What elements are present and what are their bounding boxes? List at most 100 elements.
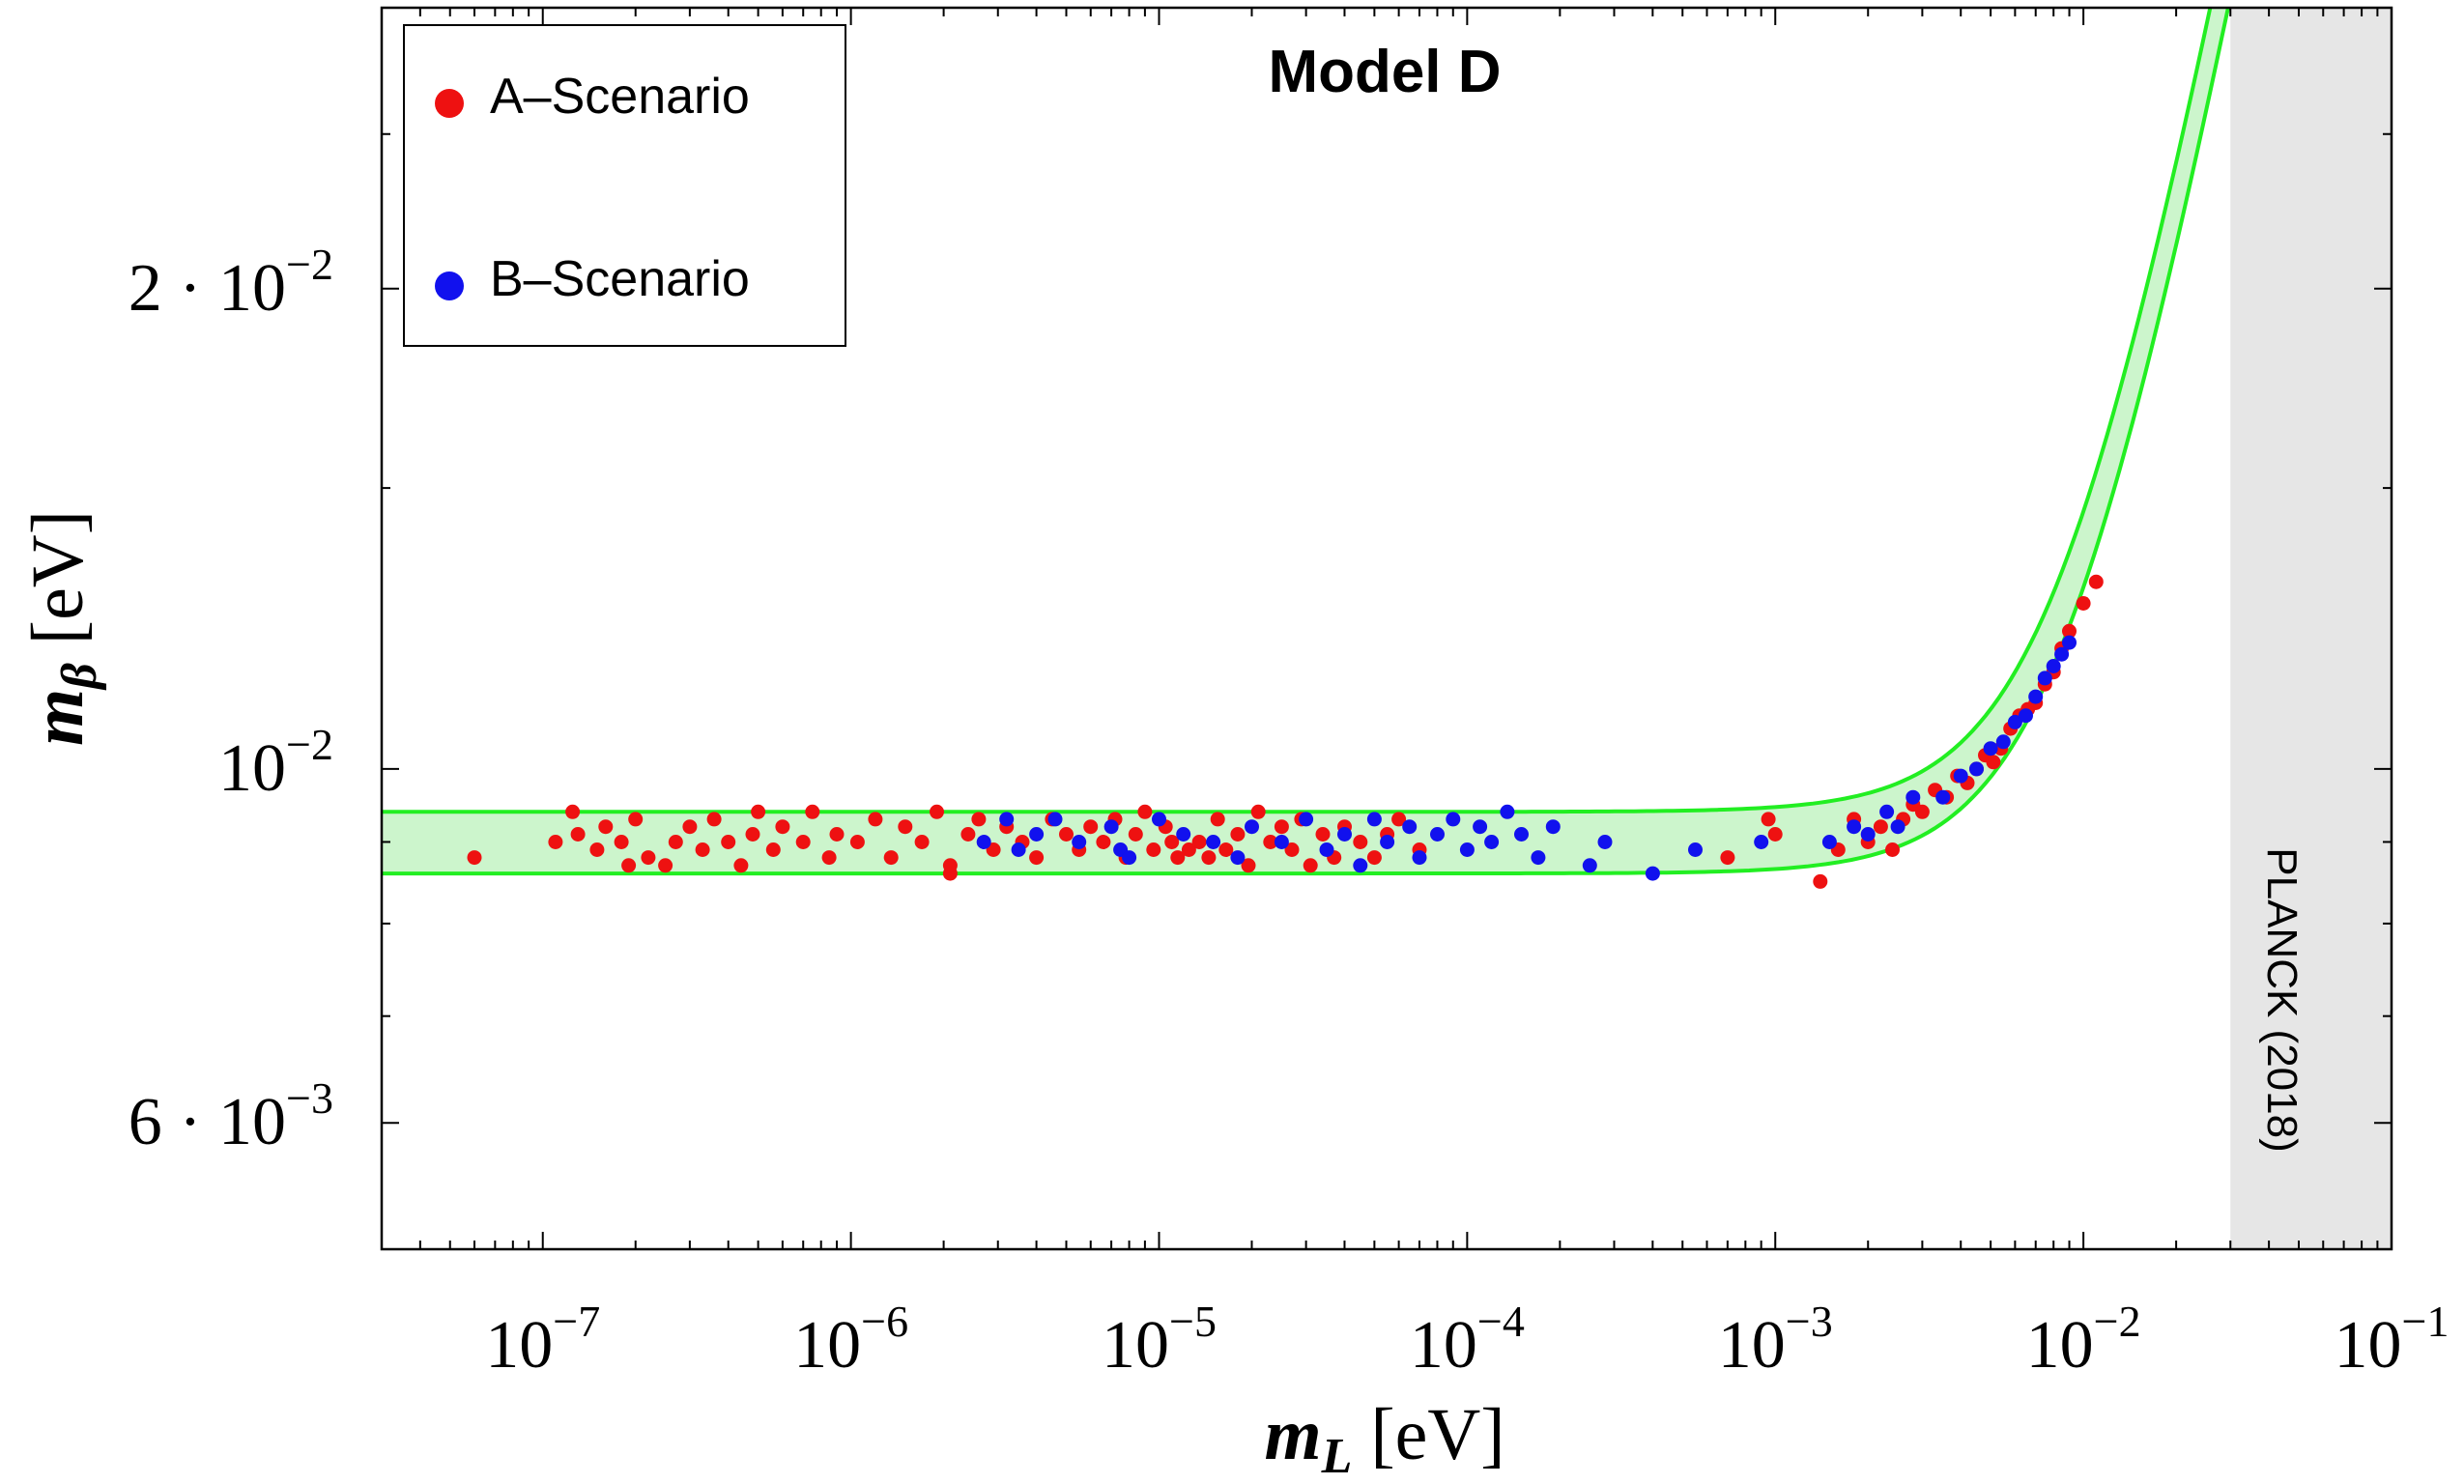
point-a-20 [775, 819, 790, 835]
point-b-17 [1337, 827, 1352, 842]
x-tick-label: 10−1 [2335, 1297, 2450, 1383]
point-a-8 [628, 812, 644, 827]
point-a-13 [695, 842, 710, 857]
point-a-91 [1986, 755, 2001, 770]
point-a-19 [765, 842, 781, 857]
point-a-9 [641, 850, 656, 866]
x-tick-label: 10−3 [1718, 1297, 1833, 1383]
point-a-101 [2076, 596, 2091, 611]
point-a-71 [1391, 812, 1407, 827]
point-a-75 [1767, 827, 1783, 842]
point-a-69 [1366, 850, 1382, 866]
point-b-46 [1983, 741, 1998, 756]
legend: A–Scenario B–Scenario [403, 24, 846, 347]
point-a-26 [868, 812, 883, 827]
x-axis-unit: [eV] [1370, 1394, 1504, 1475]
point-a-2 [565, 804, 581, 819]
point-b-49 [2019, 708, 2033, 724]
point-a-28 [898, 819, 913, 835]
excluded-region-label: PLANCK (2018) [2258, 847, 2306, 1152]
point-a-32 [942, 858, 958, 873]
x-tick-label: 10−6 [793, 1297, 908, 1383]
point-b-8 [1122, 850, 1137, 866]
point-b-10 [1176, 827, 1191, 842]
point-a-22 [805, 804, 820, 819]
point-a-0 [467, 850, 482, 866]
data-points [467, 574, 2104, 889]
point-b-6 [1103, 819, 1119, 835]
point-b-1 [999, 812, 1015, 827]
point-a-12 [682, 819, 698, 835]
point-b-38 [1847, 819, 1862, 835]
point-a-25 [849, 835, 865, 849]
x-axis-subscript: L [1321, 1429, 1353, 1484]
legend-marker-a [435, 89, 464, 118]
point-a-17 [745, 827, 760, 842]
point-a-55 [1210, 812, 1225, 827]
point-a-43 [1096, 835, 1111, 849]
x-tick-label: 10−4 [1410, 1297, 1525, 1383]
point-a-102 [2088, 574, 2104, 589]
point-b-36 [1754, 835, 1769, 849]
point-a-60 [1263, 835, 1278, 849]
axis-ticks [381, 7, 2392, 1250]
point-b-3 [1029, 827, 1045, 842]
point-b-34 [1645, 866, 1660, 881]
point-a-18 [751, 804, 766, 819]
x-tick-label: 10−5 [1102, 1297, 1217, 1383]
point-a-80 [1873, 819, 1888, 835]
excluded-region [2230, 8, 2392, 1249]
point-b-14 [1274, 835, 1289, 849]
y-axis-unit: [eV] [17, 510, 99, 644]
point-a-4 [589, 842, 605, 857]
point-b-12 [1230, 850, 1246, 866]
point-a-100 [2062, 623, 2077, 639]
point-a-76 [1813, 873, 1828, 889]
x-tick-label: 10−7 [485, 1297, 600, 1383]
point-b-20 [1380, 835, 1395, 849]
point-a-61 [1274, 819, 1289, 835]
point-b-50 [2028, 689, 2044, 704]
point-a-47 [1137, 804, 1153, 819]
point-a-51 [1170, 850, 1186, 866]
y-axis-symbol: m [17, 689, 99, 746]
point-a-33 [960, 827, 976, 842]
point-a-10 [658, 858, 673, 873]
plot-area [382, 8, 2392, 1249]
point-b-24 [1446, 812, 1461, 827]
point-a-34 [971, 812, 987, 827]
point-b-5 [1072, 835, 1087, 849]
point-a-59 [1250, 804, 1266, 819]
point-b-16 [1319, 842, 1334, 857]
point-b-23 [1430, 827, 1445, 842]
point-a-74 [1720, 850, 1735, 866]
x-tick-labels: 10−7 10−6 10−5 10−4 10−3 10−2 10−1 [485, 1297, 2449, 1383]
point-b-32 [1582, 858, 1597, 873]
point-a-40 [1059, 827, 1074, 842]
point-a-84 [1914, 804, 1930, 819]
point-b-37 [1821, 835, 1837, 849]
point-a-46 [1128, 827, 1143, 842]
point-b-18 [1353, 858, 1368, 873]
y-tick-label: 2 · 10−2 [129, 240, 333, 326]
x-axis-label: mL [eV] [1264, 1394, 1504, 1484]
point-b-13 [1245, 819, 1259, 835]
point-a-56 [1218, 842, 1234, 857]
band-lower-curve [382, 8, 2230, 876]
point-b-41 [1890, 819, 1905, 835]
y-tick-label: 10−2 [218, 720, 333, 806]
point-a-73 [1761, 812, 1776, 827]
legend-label-b: B–Scenario [490, 251, 750, 307]
point-a-14 [706, 812, 722, 827]
point-a-15 [721, 835, 736, 849]
point-b-29 [1514, 827, 1529, 842]
point-a-29 [914, 835, 930, 849]
point-a-65 [1315, 827, 1331, 842]
point-b-2 [1011, 842, 1026, 857]
legend-marker-b [435, 271, 464, 300]
point-b-53 [2054, 646, 2070, 662]
point-b-42 [1905, 789, 1921, 805]
point-b-47 [1995, 734, 2011, 750]
point-a-6 [614, 835, 629, 849]
